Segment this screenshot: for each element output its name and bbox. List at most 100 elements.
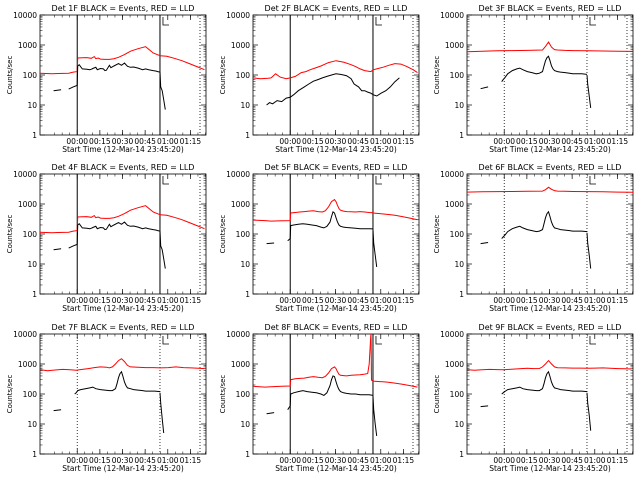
y-tick-label: 10: [240, 420, 250, 429]
events-series-line: [586, 392, 592, 431]
panel-title: Det 2F BLACK = Events, RED = LLD: [265, 4, 408, 13]
x-axis-label: Start Time (12-Mar-14 23:45:20): [489, 304, 611, 313]
lld-series-line: [372, 212, 418, 221]
panel-title: Det 8F BLACK = Events, RED = LLD: [265, 323, 408, 332]
events-series-line: [287, 210, 374, 242]
y-tick-label: 10000: [226, 330, 250, 339]
y-tick-label: 1000: [18, 41, 37, 50]
y-tick-label: 10000: [13, 330, 37, 339]
x-tick-label: 00:00: [493, 137, 515, 146]
y-tick-label: 1: [32, 450, 37, 459]
x-tick-label: 01:15: [393, 296, 415, 305]
events-series-line: [480, 86, 489, 90]
x-tick-label: 00:00: [66, 137, 88, 146]
x-tick-label: 01:00: [584, 296, 606, 305]
panel-3: Det 3F BLACK = Events, RED = LLD 1 10 100 10…: [433, 4, 634, 154]
y-axis-label: Counts/sec: [6, 375, 14, 414]
x-tick-label: 00:45: [561, 137, 583, 146]
y-tick-label: 1000: [231, 200, 250, 209]
lld-series-line: [466, 359, 632, 371]
panel-6: Det 6F BLACK = Events, RED = LLD 1 10 100 10…: [433, 163, 634, 313]
x-tick-label: 00:30: [325, 137, 347, 146]
x-tick-label: 01:00: [370, 456, 392, 465]
x-tick-label: 01:15: [180, 456, 202, 465]
y-tick-label: 1: [459, 131, 464, 140]
x-tick-label: 00:45: [561, 456, 583, 465]
y-tick-label: 100: [236, 230, 251, 239]
x-tick-label: 01:15: [607, 456, 629, 465]
events-series-line: [91, 221, 161, 232]
x-tick-label: 01:00: [157, 456, 179, 465]
plot-frame: [252, 173, 420, 295]
events-series-line: [480, 242, 489, 245]
x-tick-label: 00:45: [347, 456, 369, 465]
panel-title: Det 7F BLACK = Events, RED = LLD: [52, 323, 195, 332]
lld-series-line: [39, 205, 161, 234]
events-series-line: [159, 71, 166, 110]
x-axis-label: Start Time (12-Mar-14 23:45:20): [489, 464, 611, 473]
y-tick-label: 100: [23, 390, 38, 399]
x-tick-label: 00:30: [539, 456, 561, 465]
x-tick-label: 00:00: [279, 296, 301, 305]
x-tick-label: 00:30: [325, 296, 347, 305]
x-tick-label: 00:15: [516, 456, 538, 465]
y-tick-label: 1000: [231, 41, 250, 50]
y-tick-label: 1000: [231, 360, 250, 369]
lld-series-line: [159, 214, 205, 230]
y-tick-label: 10: [240, 260, 250, 269]
y-tick-label: 1: [245, 450, 250, 459]
x-axis-label: Start Time (12-Mar-14 23:45:20): [62, 464, 184, 473]
y-axis-label: Counts/sec: [219, 215, 227, 254]
x-tick-label: 00:15: [516, 137, 538, 146]
events-series-line: [501, 210, 588, 239]
x-axis-label: Start Time (12-Mar-14 23:45:20): [275, 145, 397, 154]
events-series-line: [287, 375, 374, 410]
y-tick-label: 10: [27, 101, 37, 110]
y-axis-label: Counts/sec: [219, 56, 227, 95]
plot-frame: [466, 14, 634, 136]
y-tick-label: 100: [23, 230, 38, 239]
y-tick-label: 1000: [18, 200, 37, 209]
x-tick-label: 00:00: [493, 456, 515, 465]
y-tick-label: 1000: [445, 41, 464, 50]
marker-bracket: [589, 17, 596, 26]
x-tick-label: 00:30: [325, 456, 347, 465]
events-series-line: [586, 74, 592, 108]
x-tick-label: 00:00: [279, 137, 301, 146]
x-tick-label: 00:30: [539, 296, 561, 305]
panel-title: Det 9F BLACK = Events, RED = LLD: [479, 323, 622, 332]
plot-frame: [39, 14, 207, 136]
x-tick-label: 01:00: [584, 456, 606, 465]
panel-title: Det 4F BLACK = Events, RED = LLD: [52, 163, 195, 172]
y-tick-label: 10000: [440, 330, 464, 339]
y-tick-label: 10000: [226, 11, 250, 20]
events-series-line: [68, 222, 92, 249]
x-tick-label: 00:45: [134, 456, 156, 465]
panel-9: Det 9F BLACK = Events, RED = LLD 1 10 100 10…: [433, 323, 634, 473]
marker-bracket: [162, 17, 169, 26]
y-tick-label: 10000: [440, 170, 464, 179]
x-tick-label: 01:15: [180, 137, 202, 146]
y-tick-label: 1: [32, 131, 37, 140]
y-tick-label: 100: [450, 230, 465, 239]
plot-frame: [466, 333, 634, 455]
x-tick-label: 00:15: [89, 296, 111, 305]
y-tick-label: 10: [454, 420, 464, 429]
y-axis-label: Counts/sec: [433, 215, 441, 254]
x-tick-label: 00:15: [302, 456, 324, 465]
events-series-line: [53, 248, 62, 251]
y-tick-label: 1: [245, 290, 250, 299]
y-tick-label: 10: [454, 260, 464, 269]
y-tick-label: 1: [459, 290, 464, 299]
panel-5: Det 5F BLACK = Events, RED = LLD 1 10 100 10…: [219, 163, 420, 313]
x-axis-label: Start Time (12-Mar-14 23:45:20): [489, 145, 611, 154]
x-tick-label: 00:45: [347, 137, 369, 146]
y-tick-label: 1: [245, 131, 250, 140]
events-series-line: [74, 370, 161, 395]
plot-frame: [39, 333, 207, 455]
y-tick-label: 100: [450, 390, 465, 399]
x-tick-label: 01:00: [370, 137, 392, 146]
panel-title: Det 5F BLACK = Events, RED = LLD: [265, 163, 408, 172]
x-tick-label: 00:45: [347, 296, 369, 305]
y-tick-label: 10000: [440, 11, 464, 20]
